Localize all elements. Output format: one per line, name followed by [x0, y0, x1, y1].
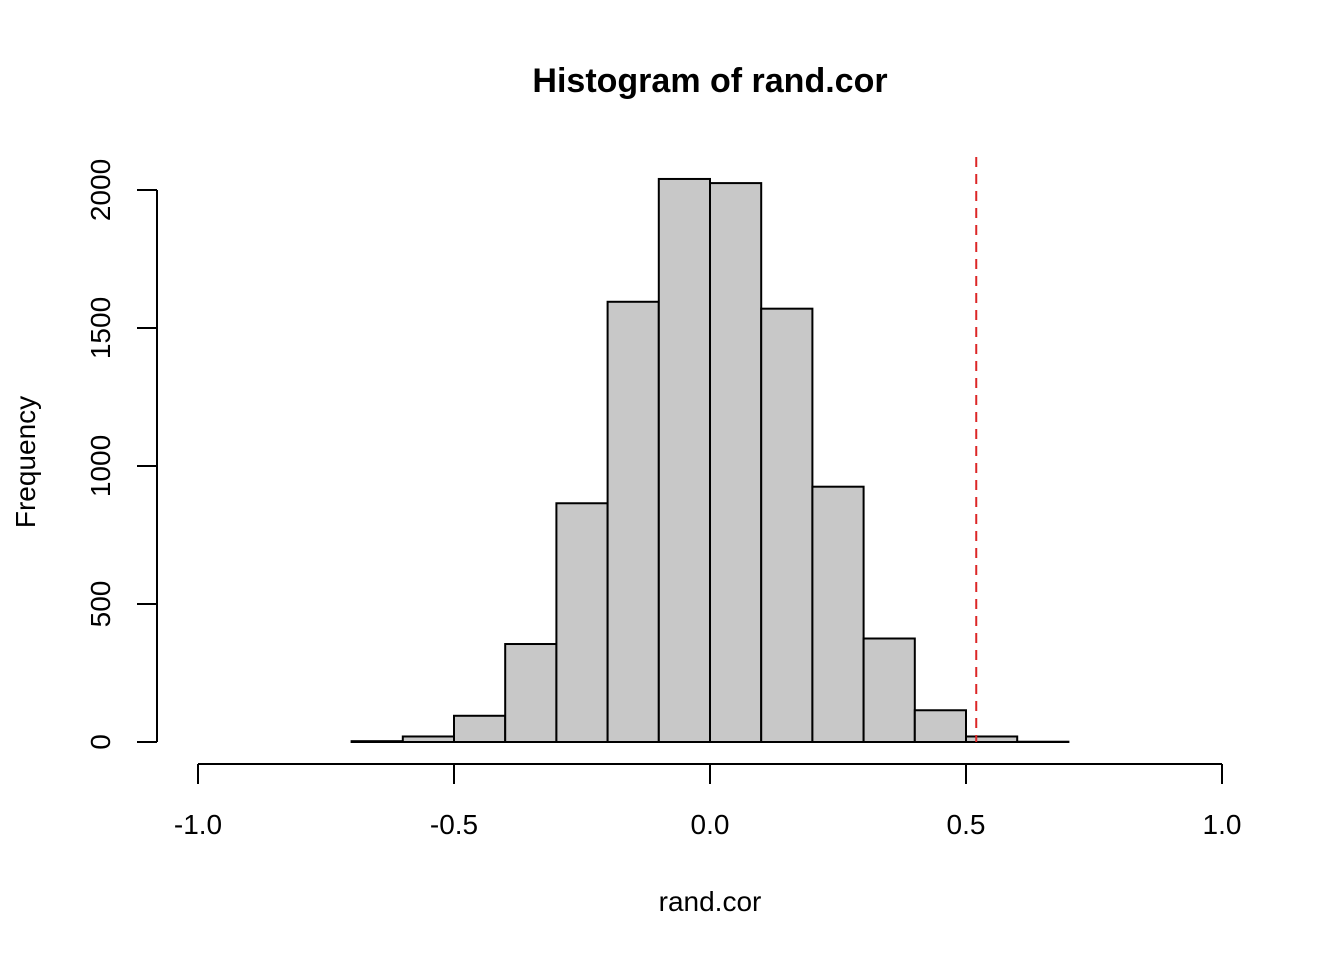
y-axis: 0 500 1000 1500 2000 [85, 159, 158, 750]
histogram-bar [862, 637, 916, 743]
x-tick-label: 0.0 [691, 809, 730, 840]
x-tick-label: 0.5 [947, 809, 986, 840]
x-tick-label: -0.5 [430, 809, 478, 840]
histogram-bar [657, 177, 711, 743]
histogram-bar [760, 307, 814, 743]
y-tick-label: 1500 [85, 297, 116, 359]
y-tick-label: 2000 [85, 159, 116, 221]
histogram-bar [401, 735, 455, 743]
y-tick-label: 1000 [85, 435, 116, 497]
chart-title: Histogram of rand.cor [532, 62, 887, 100]
y-tick-label: 500 [85, 581, 116, 628]
histogram-bar [504, 643, 558, 744]
bars-layer [350, 177, 1070, 744]
x-tick-label: -1.0 [174, 809, 222, 840]
histogram-bar [709, 182, 763, 744]
histogram-bar [350, 740, 404, 743]
histogram-bar [606, 300, 660, 743]
x-tick-label: 1.0 [1203, 809, 1242, 840]
histogram-bar [453, 714, 507, 744]
histogram-bar [555, 502, 609, 744]
x-axis-label: rand.cor [659, 886, 762, 917]
y-tick-label: 0 [85, 734, 116, 750]
histogram-bar [811, 485, 865, 744]
histogram-bar [965, 735, 1019, 743]
x-axis: -1.0 -0.5 0.0 0.5 1.0 [174, 763, 1242, 840]
histogram-bar [913, 709, 967, 744]
y-axis-label: Frequency [10, 396, 41, 528]
